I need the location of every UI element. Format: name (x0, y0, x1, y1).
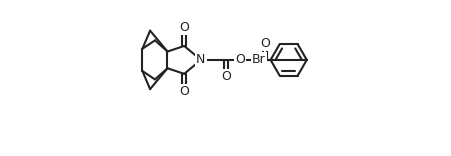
Text: O: O (179, 85, 189, 98)
Text: O: O (179, 21, 189, 34)
Text: O: O (235, 53, 244, 66)
Text: O: O (259, 37, 269, 50)
Text: Br: Br (251, 53, 265, 66)
Text: N: N (196, 53, 205, 66)
Text: O: O (221, 70, 230, 83)
